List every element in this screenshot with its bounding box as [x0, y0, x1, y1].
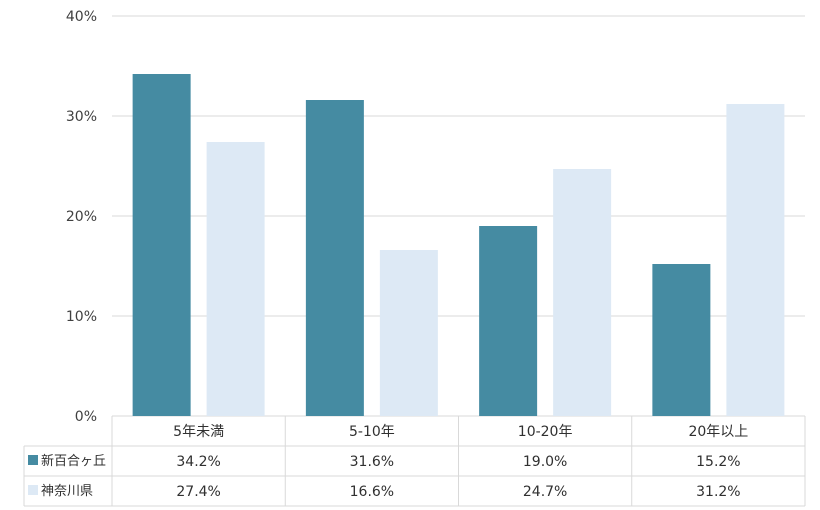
table-value: 31.6%	[350, 454, 394, 470]
series-name: 新百合ヶ丘	[41, 453, 106, 469]
bar-series-2-4	[726, 104, 785, 416]
category-label: 20年以上	[688, 424, 748, 440]
y-tick-label: 10%	[66, 309, 97, 325]
y-tick-label: 0%	[75, 409, 97, 425]
table-value: 34.2%	[176, 454, 220, 470]
y-tick-label: 20%	[66, 209, 97, 225]
y-axis-ticks: 0% 10% 20% 30% 40%	[66, 9, 97, 425]
category-label: 5年未満	[173, 424, 224, 440]
table-value: 19.0%	[523, 454, 567, 470]
bars	[132, 74, 785, 416]
bar-series-1-2	[305, 100, 364, 416]
legend-swatch	[28, 455, 38, 465]
series-name: 神奈川県	[41, 484, 93, 499]
category-label: 5-10年	[349, 424, 395, 440]
category-label: 10-20年	[518, 424, 573, 440]
table-value: 16.6%	[350, 484, 394, 500]
y-tick-label: 40%	[66, 9, 97, 25]
bar-series-1-4	[652, 264, 711, 416]
bar-series-2-2	[379, 250, 438, 416]
table-value: 27.4%	[176, 484, 220, 500]
table-value: 24.7%	[523, 484, 567, 500]
y-tick-label: 30%	[66, 109, 97, 125]
legend-swatch	[28, 485, 38, 495]
bar-series-1-1	[132, 74, 191, 416]
bar-series-2-1	[206, 142, 265, 416]
table-value: 15.2%	[696, 454, 740, 470]
table-value: 31.2%	[696, 484, 740, 500]
bar-series-1-3	[479, 226, 538, 416]
bar-series-2-3	[553, 169, 612, 416]
